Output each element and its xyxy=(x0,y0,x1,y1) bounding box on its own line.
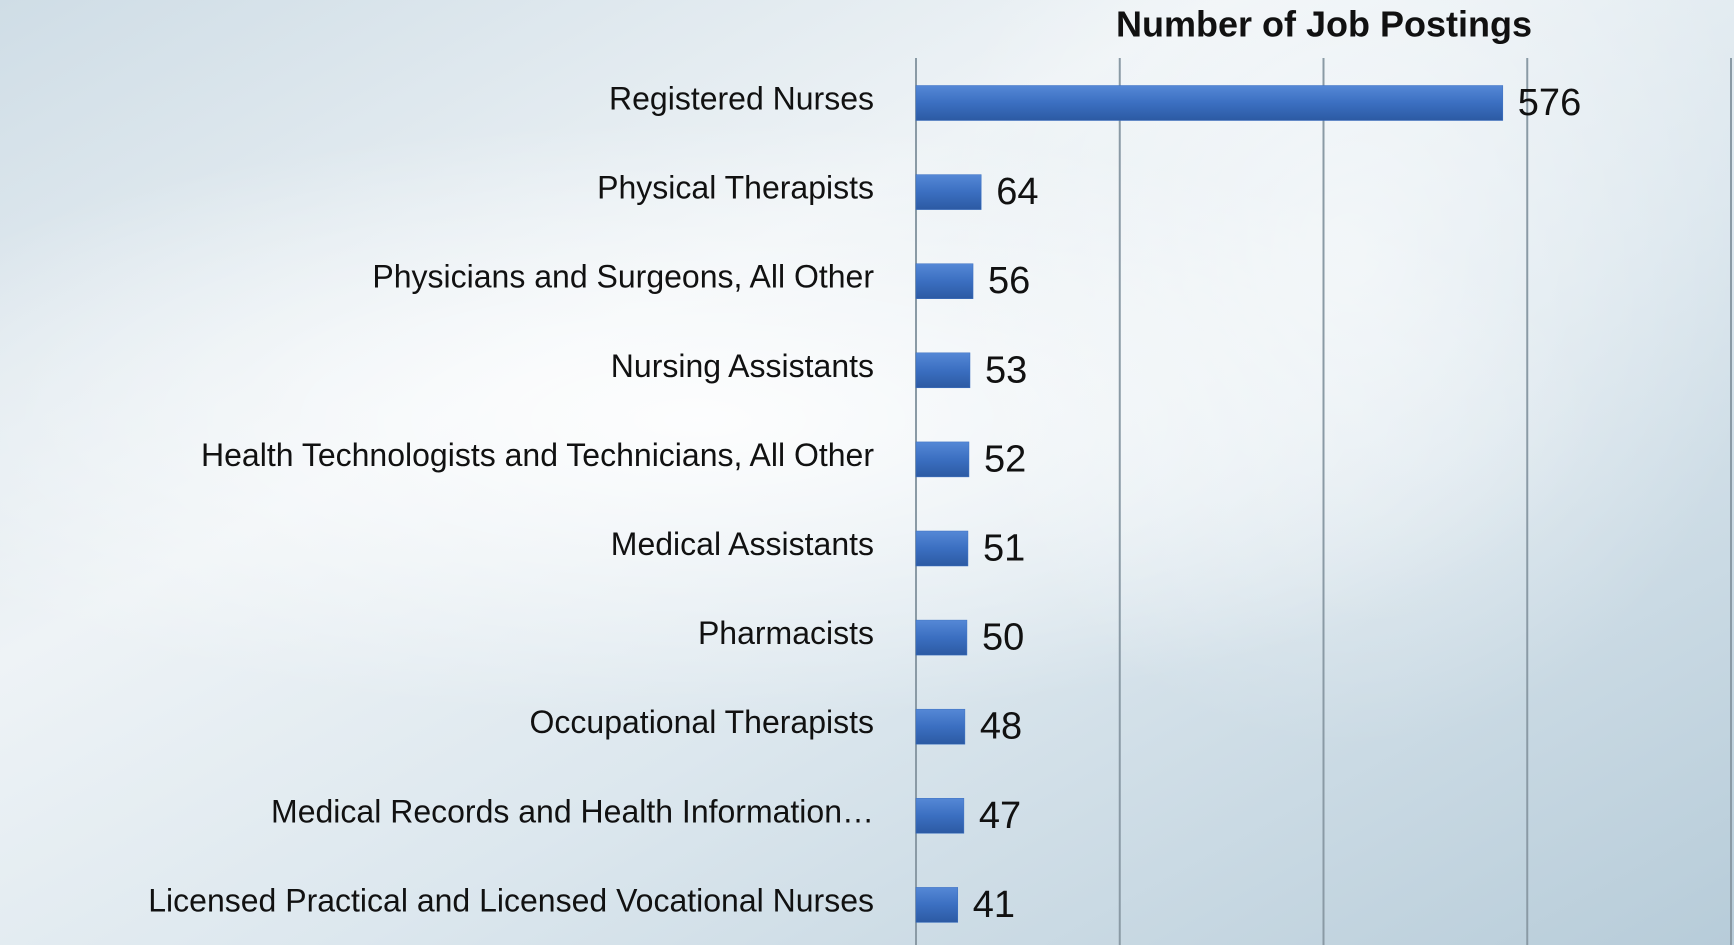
value-label: 48 xyxy=(980,706,1022,748)
bar xyxy=(915,174,982,210)
bar xyxy=(915,441,970,478)
category-label: Physicians and Surgeons, All Other xyxy=(372,259,874,295)
value-label: 41 xyxy=(973,884,1015,926)
bar xyxy=(915,708,966,745)
value-label: 52 xyxy=(984,438,1026,480)
category-label: Registered Nurses xyxy=(609,80,874,116)
value-label: 64 xyxy=(996,171,1038,213)
category-label: Licensed Practical and Licensed Vocation… xyxy=(148,882,874,918)
category-label: Pharmacists xyxy=(698,615,874,651)
bar xyxy=(915,85,1504,121)
value-label: 47 xyxy=(979,795,1021,837)
value-label: 56 xyxy=(988,260,1030,302)
bar xyxy=(915,798,965,834)
bar xyxy=(915,530,969,567)
value-label: 50 xyxy=(982,617,1024,659)
bar xyxy=(915,263,974,299)
value-label: 53 xyxy=(985,349,1027,391)
category-label: Medical Assistants xyxy=(611,526,874,562)
category-label: Occupational Therapists xyxy=(530,704,874,740)
category-label: Nursing Assistants xyxy=(611,348,874,384)
category-label: Medical Records and Health Information… xyxy=(271,793,874,829)
background-glow xyxy=(930,0,1734,750)
bar xyxy=(915,887,959,923)
value-label: 576 xyxy=(1518,82,1581,124)
value-label: 51 xyxy=(983,528,1025,570)
chart-title: Number of Job Postings xyxy=(1116,4,1532,45)
category-label: Physical Therapists xyxy=(597,170,874,206)
bar xyxy=(915,352,971,389)
category-label: Health Technologists and Technicians, Al… xyxy=(201,437,874,473)
bar xyxy=(915,619,968,656)
